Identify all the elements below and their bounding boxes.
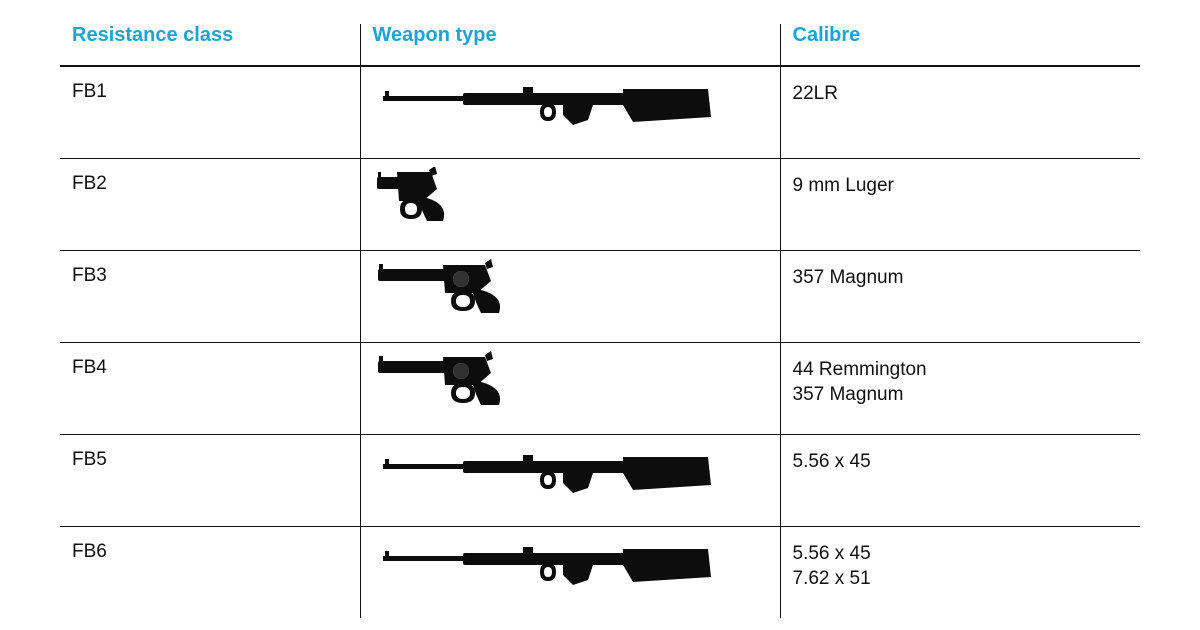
calibre-value: 7.62 x 51 — [793, 566, 1129, 592]
cell-resistance: FB6 — [60, 526, 360, 618]
revolver-icon — [373, 351, 513, 406]
cell-calibre: 9 mm Luger — [780, 158, 1140, 250]
rifle-icon — [373, 75, 713, 130]
table-row: FB5 5.56 x 45 — [60, 434, 1140, 526]
th-resistance: Resistance class — [60, 24, 360, 66]
cell-resistance: FB4 — [60, 342, 360, 434]
calibre-value: 22LR — [793, 81, 1129, 107]
th-calibre: Calibre — [780, 24, 1140, 66]
calibre-value: 5.56 x 45 — [793, 541, 1129, 567]
calibre-value: 9 mm Luger — [793, 173, 1129, 199]
cell-resistance: FB2 — [60, 158, 360, 250]
cell-weapon — [360, 250, 780, 342]
calibre-value: 357 Magnum — [793, 265, 1129, 291]
table-row: FB4 44 Remmington357 Magnum — [60, 342, 1140, 434]
cell-resistance: FB5 — [60, 434, 360, 526]
cell-resistance: FB1 — [60, 66, 360, 158]
table-row: FB3 357 Magnum — [60, 250, 1140, 342]
table-row: FB2 9 mm Luger — [60, 158, 1140, 250]
cell-calibre: 44 Remmington357 Magnum — [780, 342, 1140, 434]
snub-revolver-icon — [373, 167, 453, 222]
cell-calibre: 22LR — [780, 66, 1140, 158]
cell-weapon — [360, 66, 780, 158]
table-row: FB1 22LR — [60, 66, 1140, 158]
cell-resistance: FB3 — [60, 250, 360, 342]
cell-calibre: 5.56 x 45 — [780, 434, 1140, 526]
cell-weapon — [360, 526, 780, 618]
calibre-value: 5.56 x 45 — [793, 449, 1129, 475]
table-row: FB6 5.56 x 457.62 x 51 — [60, 526, 1140, 618]
cell-weapon — [360, 434, 780, 526]
cell-weapon — [360, 158, 780, 250]
cell-calibre: 5.56 x 457.62 x 51 — [780, 526, 1140, 618]
cell-weapon — [360, 342, 780, 434]
resistance-table: Resistance class Weapon type Calibre FB1… — [60, 24, 1140, 618]
calibre-value: 44 Remmington — [793, 357, 1129, 383]
calibre-value: 357 Magnum — [793, 382, 1129, 408]
th-weapon: Weapon type — [360, 24, 780, 66]
rifle-icon — [373, 535, 713, 590]
rifle-icon — [373, 443, 713, 498]
cell-calibre: 357 Magnum — [780, 250, 1140, 342]
revolver-icon — [373, 259, 513, 314]
